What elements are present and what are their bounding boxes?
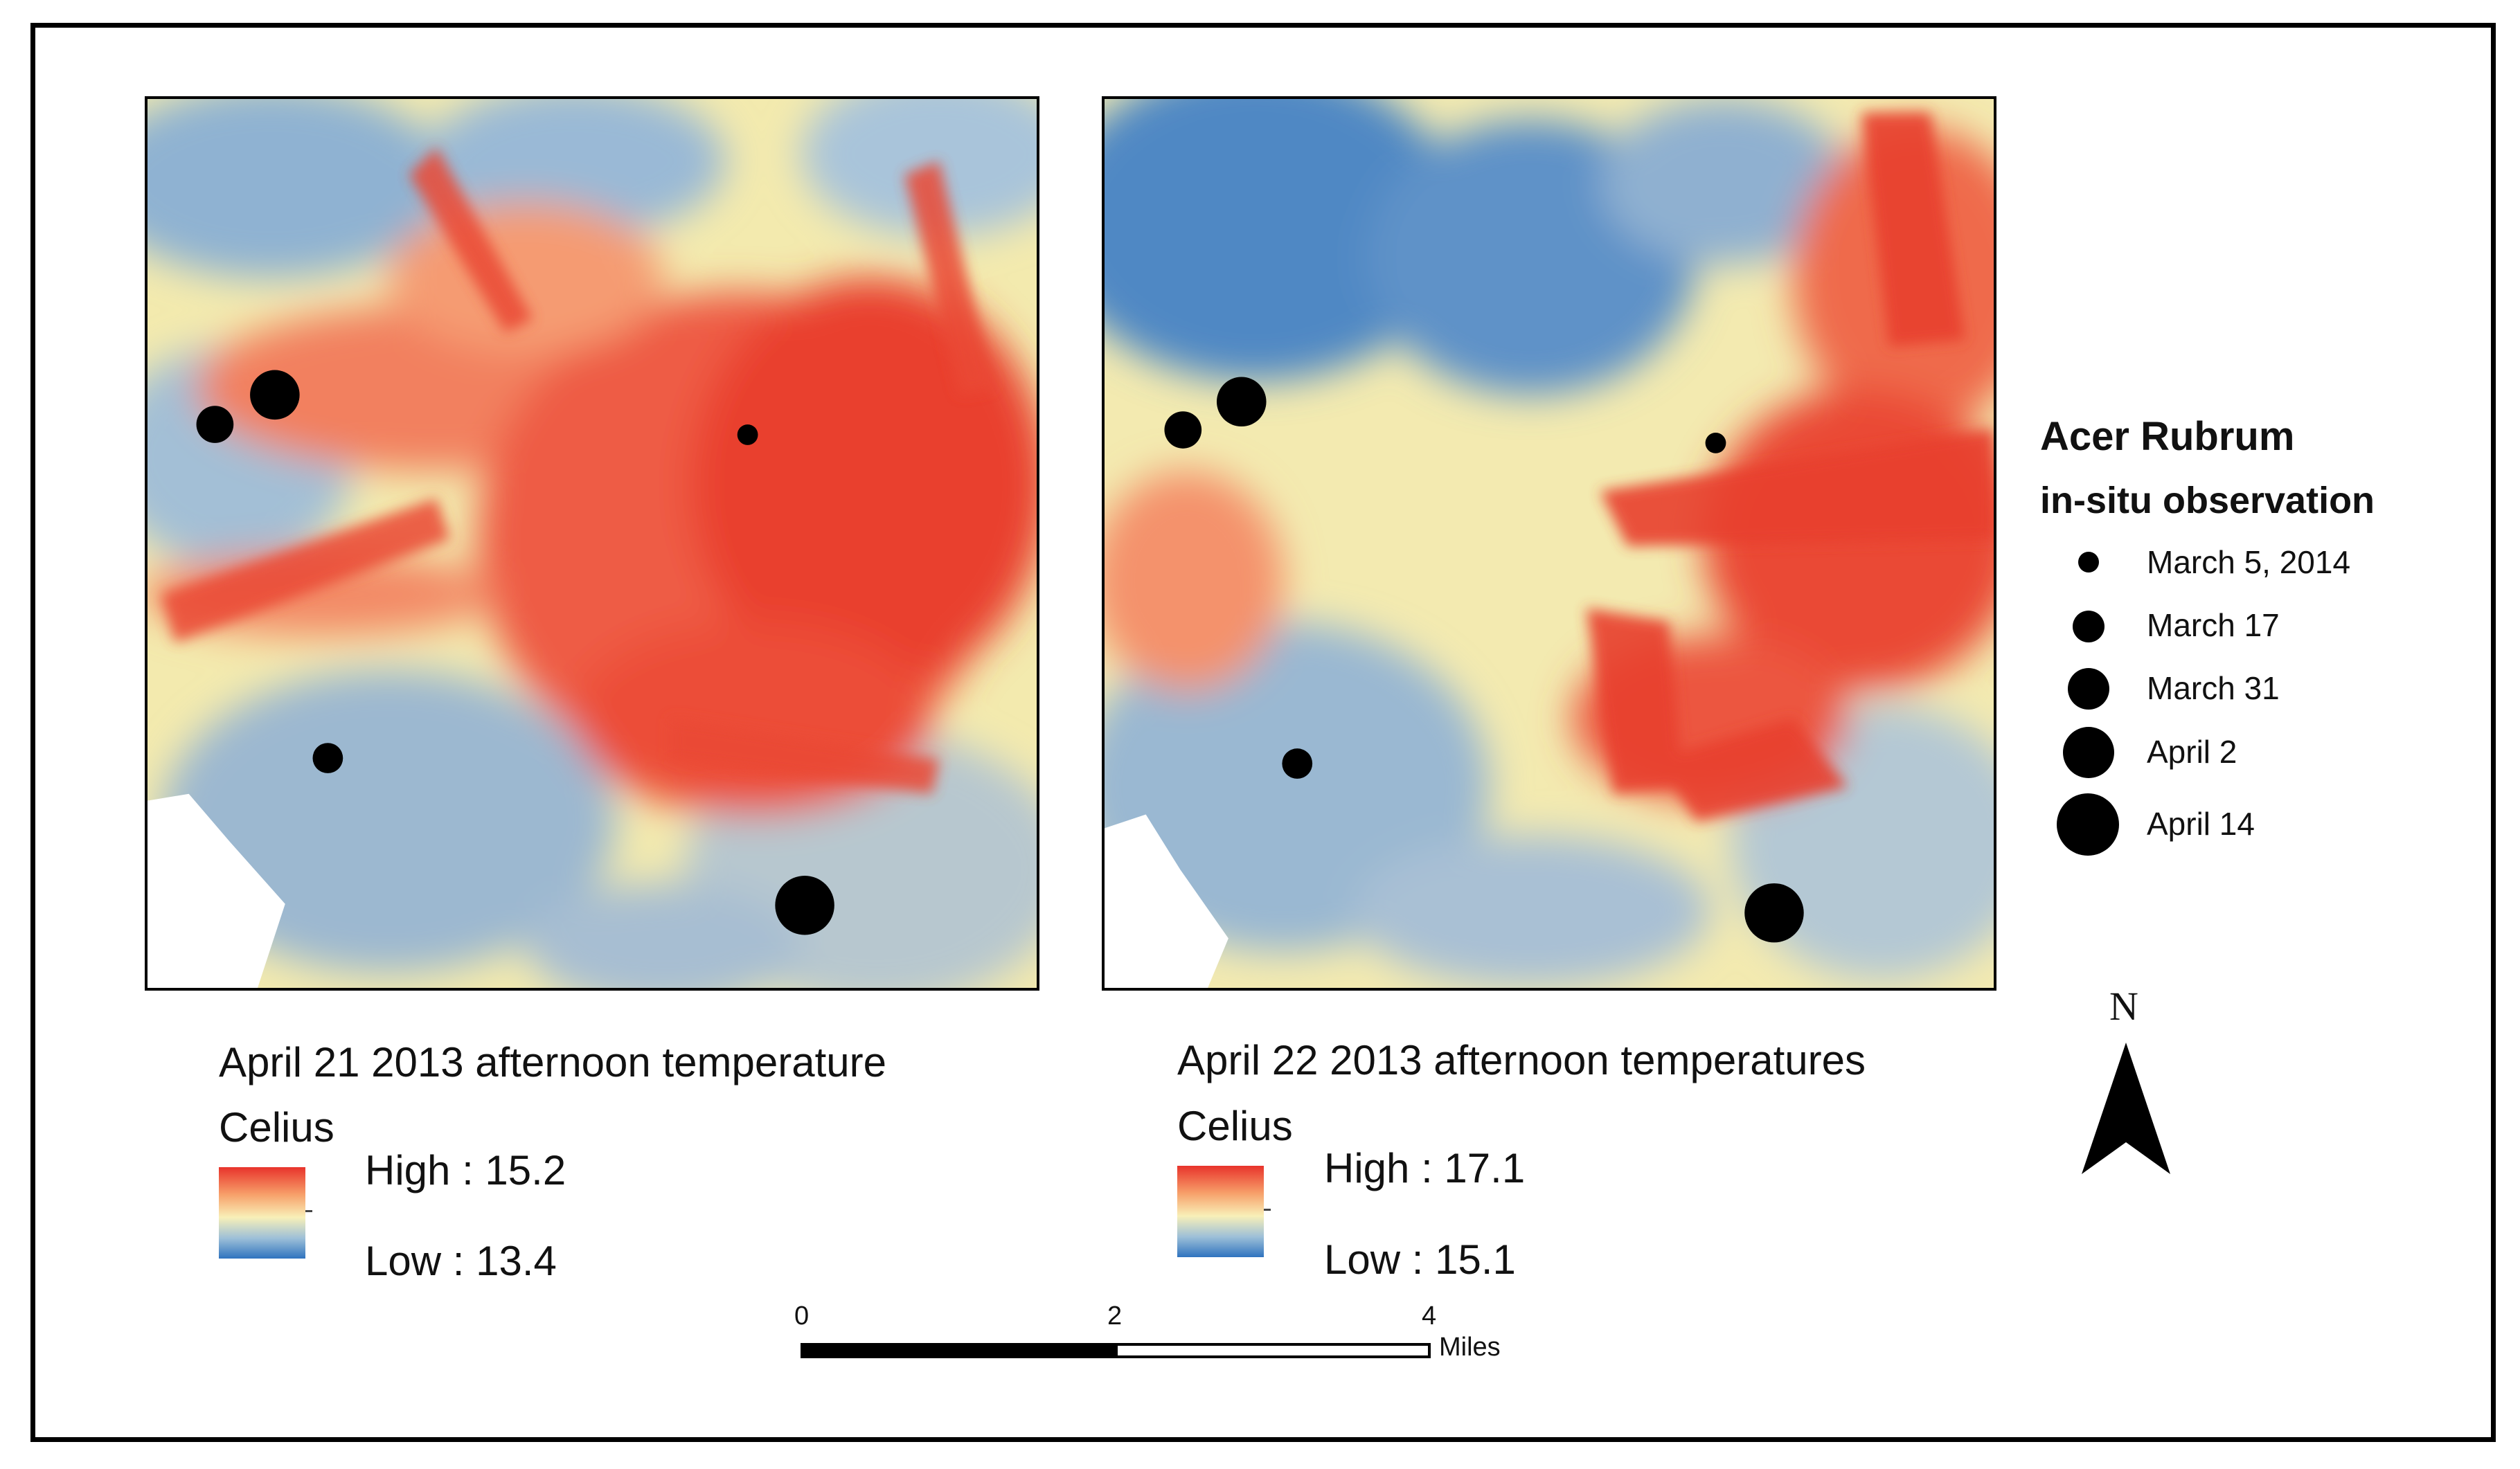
temperature-raster-april-22	[1105, 99, 1994, 988]
legend-dot-march-5	[2078, 552, 2099, 573]
scale-unit: Miles	[1439, 1333, 1501, 1362]
legend-dot-april-2	[2063, 727, 2114, 778]
observation-dot-april-14	[775, 876, 834, 935]
legend-dot-march-31	[2068, 668, 2109, 710]
ramp-tick	[1264, 1209, 1271, 1211]
color-ramp-april-21	[219, 1167, 305, 1259]
legend-label-april-14: April 14	[2147, 806, 2255, 842]
scale-tick-2: 2	[1107, 1301, 1123, 1331]
low-label-april-22: Low : 15.1	[1324, 1236, 1516, 1283]
legend-label-april-2: April 2	[2147, 734, 2237, 770]
legend-subtitle: in-situ observation	[2040, 480, 2375, 521]
legend-label-march-17: March 17	[2147, 607, 2280, 643]
unit-label-april-21: Celius	[219, 1104, 334, 1151]
observation-dot-march-5	[1705, 432, 1726, 453]
map-caption-april-22: April 22 2013 afternoon temperatures	[1177, 1037, 1866, 1083]
scale-segment-filled	[801, 1343, 1116, 1358]
scale-tick-0: 0	[794, 1301, 810, 1331]
legend-label-march-5: March 5, 2014	[2147, 544, 2351, 580]
map-caption-april-21: April 21 2013 afternoon temperature	[219, 1039, 886, 1085]
ramp-tick	[305, 1210, 312, 1212]
observation-dot-april-2	[1216, 377, 1267, 427]
legend-dot-march-17	[2073, 611, 2105, 642]
scale-segment-empty	[1115, 1343, 1431, 1358]
low-label-april-21: Low : 13.4	[365, 1238, 557, 1284]
legend-dot-april-14	[2057, 793, 2119, 856]
color-ramp-april-22	[1177, 1166, 1264, 1257]
high-label-april-22: High : 17.1	[1324, 1145, 1526, 1191]
scale-tick-4: 4	[1422, 1301, 1437, 1331]
temperature-map-april-22	[1102, 96, 1996, 991]
observation-dot-april-14	[1744, 883, 1804, 943]
observation-dot-april-2	[250, 370, 300, 420]
observation-dot-march-31	[196, 406, 234, 443]
observation-dot-march-17	[312, 743, 343, 773]
legend-title: Acer Rubrum	[2040, 414, 2295, 459]
observation-dot-march-17	[1282, 748, 1313, 779]
temperature-raster-april-21	[148, 99, 1037, 988]
high-label-april-21: High : 15.2	[365, 1147, 566, 1193]
north-arrow-icon	[2082, 1043, 2170, 1174]
observation-dot-march-31	[1164, 411, 1202, 449]
temperature-map-april-21	[145, 96, 1039, 991]
legend-label-march-31: March 31	[2147, 670, 2280, 706]
unit-label-april-22: Celius	[1177, 1103, 1293, 1149]
north-label: N	[2109, 984, 2138, 1029]
observation-dot-march-5	[737, 424, 758, 445]
